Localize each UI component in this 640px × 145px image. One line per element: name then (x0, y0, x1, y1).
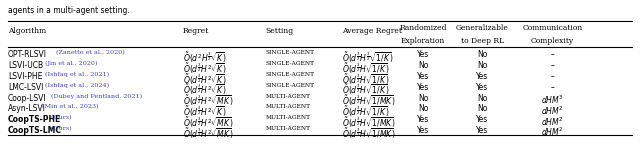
Text: No: No (418, 61, 428, 70)
Text: Asyn-LSVI: Asyn-LSVI (8, 104, 45, 113)
Text: OPT-RLSVI: OPT-RLSVI (8, 50, 47, 59)
Text: Coop-LSVI: Coop-LSVI (8, 94, 46, 103)
Text: Yes: Yes (417, 115, 429, 124)
Text: Yes: Yes (476, 72, 488, 81)
Text: LMC-LSVI: LMC-LSVI (8, 83, 43, 92)
Text: (Ishfaq et al., 2021): (Ishfaq et al., 2021) (43, 72, 109, 77)
Text: Randomized: Randomized (399, 24, 447, 32)
Text: MULTI-AGENT: MULTI-AGENT (266, 104, 311, 109)
Text: Generalizable: Generalizable (456, 24, 509, 32)
Text: (Jin et al., 2020): (Jin et al., 2020) (43, 61, 97, 67)
Text: $\tilde{O}(d^{\frac{3}{2}} H^2\sqrt{K})$: $\tilde{O}(d^{\frac{3}{2}} H^2\sqrt{K})$ (183, 61, 227, 76)
Text: $\tilde{O}(d^{\frac{3}{2}} H\sqrt{1/MK})$: $\tilde{O}(d^{\frac{3}{2}} H\sqrt{1/MK})… (342, 115, 396, 130)
Text: $\tilde{O}(d^{\frac{3}{2}} H^2\sqrt{MK})$: $\tilde{O}(d^{\frac{3}{2}} H^2\sqrt{MK})… (183, 94, 234, 108)
Text: SINGLE-AGENT: SINGLE-AGENT (266, 50, 315, 55)
Text: (Ours): (Ours) (49, 115, 72, 120)
Text: (Dubey and Pentland, 2021): (Dubey and Pentland, 2021) (49, 94, 141, 99)
Text: Exploration: Exploration (401, 37, 445, 45)
Text: SINGLE-AGENT: SINGLE-AGENT (266, 72, 315, 77)
Text: $\tilde{O}(d^{\frac{3}{2}} H^2\sqrt{K})$: $\tilde{O}(d^{\frac{3}{2}} H^2\sqrt{K})$ (183, 104, 227, 119)
Text: Complexity: Complexity (531, 37, 574, 45)
Text: Algorithm: Algorithm (8, 27, 46, 35)
Text: $\tilde{O}(d^{\frac{3}{2}} H^2\sqrt{K})$: $\tilde{O}(d^{\frac{3}{2}} H^2\sqrt{K})$ (183, 72, 227, 87)
Text: $\tilde{O}(d^{\frac{3}{2}} H^{\frac{3}{2}}\sqrt{1/K})$: $\tilde{O}(d^{\frac{3}{2}} H^{\frac{3}{2… (342, 50, 394, 65)
Text: (Ours): (Ours) (49, 126, 72, 131)
Text: $\tilde{O}(d^{\frac{3}{2}} H\sqrt{1/K})$: $\tilde{O}(d^{\frac{3}{2}} H\sqrt{1/K})$ (342, 104, 390, 119)
Text: –: – (550, 61, 554, 70)
Text: $\tilde{O}(d^{\frac{3}{2}} H\sqrt{1/K})$: $\tilde{O}(d^{\frac{3}{2}} H\sqrt{1/K})$ (342, 72, 390, 87)
Text: CoopTS-LMC: CoopTS-LMC (8, 126, 62, 135)
Text: Yes: Yes (417, 72, 429, 81)
Text: $dHM^2$: $dHM^2$ (541, 104, 564, 117)
Text: $\tilde{O}(d^{\frac{3}{2}} H\sqrt{1/K})$: $\tilde{O}(d^{\frac{3}{2}} H\sqrt{1/K})$ (342, 83, 390, 97)
Text: MULTI-AGENT: MULTI-AGENT (266, 94, 311, 99)
Text: No: No (477, 50, 488, 59)
Text: $dHM^2$: $dHM^2$ (541, 126, 564, 138)
Text: $\tilde{O}(d^{\frac{3}{2}} H^2\sqrt{MK})$: $\tilde{O}(d^{\frac{3}{2}} H^2\sqrt{MK})… (183, 115, 234, 130)
Text: $dHM^3$: $dHM^3$ (541, 94, 564, 106)
Text: $\tilde{O}(d^2 H^{\frac{3}{2}}\sqrt{K})$: $\tilde{O}(d^2 H^{\frac{3}{2}}\sqrt{K})$ (183, 50, 227, 65)
Text: Yes: Yes (476, 126, 488, 135)
Text: Setting: Setting (266, 27, 294, 35)
Text: Yes: Yes (417, 50, 429, 59)
Text: MULTI-AGENT: MULTI-AGENT (266, 126, 311, 131)
Text: Regret: Regret (183, 27, 209, 35)
Text: Yes: Yes (476, 115, 488, 124)
Text: (Zanette et al., 2020): (Zanette et al., 2020) (54, 50, 124, 56)
Text: LSVI-UCB: LSVI-UCB (8, 61, 43, 70)
Text: Yes: Yes (417, 83, 429, 92)
Text: LSVI-PHE: LSVI-PHE (8, 72, 42, 81)
Text: –: – (550, 50, 554, 59)
Text: to Deep RL: to Deep RL (461, 37, 504, 45)
Text: –: – (550, 72, 554, 81)
Text: Yes: Yes (476, 83, 488, 92)
Text: (Min et al., 2023): (Min et al., 2023) (40, 104, 98, 110)
Text: $dHM^2$: $dHM^2$ (541, 115, 564, 128)
Text: $\tilde{O}(d^{\frac{3}{2}} H\sqrt{1/MK})$: $\tilde{O}(d^{\frac{3}{2}} H\sqrt{1/MK})… (342, 94, 396, 108)
Text: No: No (418, 94, 428, 103)
Text: $\tilde{O}(d^{\frac{3}{2}} H\sqrt{1/MK})$: $\tilde{O}(d^{\frac{3}{2}} H\sqrt{1/MK})… (342, 126, 396, 141)
Text: Average Regret: Average Regret (342, 27, 403, 35)
Text: agents in a multi-agent setting.: agents in a multi-agent setting. (8, 6, 129, 14)
Text: No: No (418, 104, 428, 113)
Text: (Ishfaq et al., 2024): (Ishfaq et al., 2024) (43, 83, 109, 88)
Text: $\tilde{O}(d^{\frac{3}{2}} H\sqrt{1/K})$: $\tilde{O}(d^{\frac{3}{2}} H\sqrt{1/K})$ (342, 61, 390, 76)
Text: No: No (477, 61, 488, 70)
Text: SINGLE-AGENT: SINGLE-AGENT (266, 61, 315, 66)
Text: No: No (477, 94, 488, 103)
Text: $\tilde{O}(d^{\frac{3}{2}} H^2\sqrt{MK})$: $\tilde{O}(d^{\frac{3}{2}} H^2\sqrt{MK})… (183, 126, 234, 141)
Text: SINGLE-AGENT: SINGLE-AGENT (266, 83, 315, 88)
Text: CoopTS-PHE: CoopTS-PHE (8, 115, 61, 124)
Text: Yes: Yes (417, 126, 429, 135)
Text: Communication: Communication (522, 24, 582, 32)
Text: $\tilde{O}(d^{\frac{3}{2}} H^2\sqrt{K})$: $\tilde{O}(d^{\frac{3}{2}} H^2\sqrt{K})$ (183, 83, 227, 97)
Text: –: – (550, 83, 554, 92)
Text: MULTI-AGENT: MULTI-AGENT (266, 115, 311, 120)
Text: No: No (477, 104, 488, 113)
